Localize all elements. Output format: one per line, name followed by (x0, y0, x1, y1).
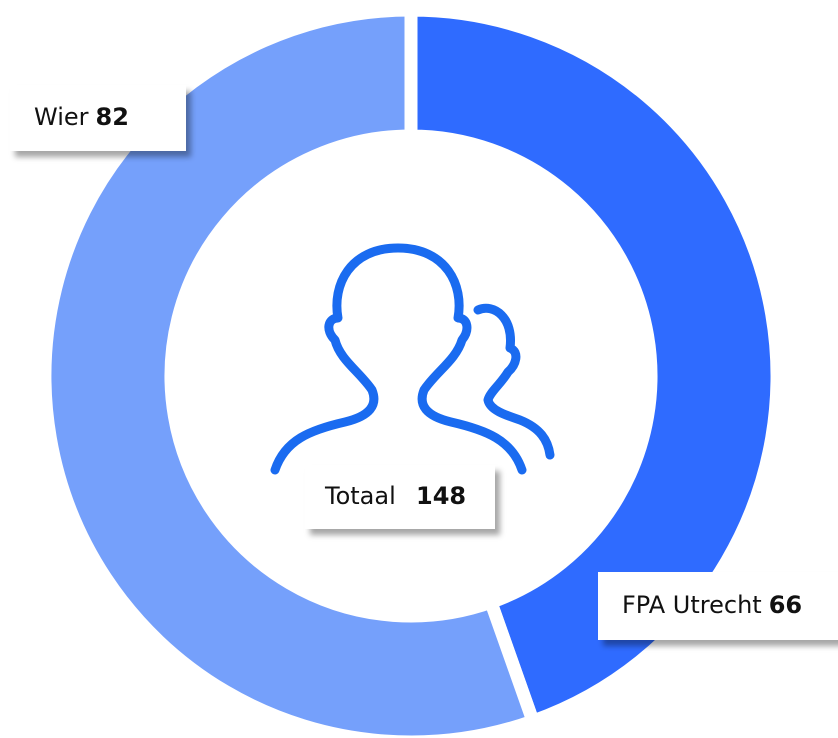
total-box: Totaal 148 (305, 465, 495, 529)
category-label: Wier (34, 103, 89, 131)
slice (404, 3, 784, 730)
person-icon (270, 243, 555, 475)
slice-label: FPA Utrecht 66 (598, 572, 838, 640)
label-box (10, 85, 186, 151)
labels: FPA Utrecht 66 Wier 82 (10, 85, 838, 640)
category-label: FPA Utrecht (622, 591, 762, 619)
value-label: 66 (769, 591, 802, 619)
slice (38, 3, 542, 738)
slice-label: Wier 82 (10, 85, 186, 151)
total-label: Totaal (324, 482, 396, 510)
label-box (598, 572, 838, 640)
donut (38, 3, 784, 738)
total-value: 148 (416, 482, 466, 510)
label-box (305, 465, 495, 529)
value-label: 82 (96, 103, 129, 131)
